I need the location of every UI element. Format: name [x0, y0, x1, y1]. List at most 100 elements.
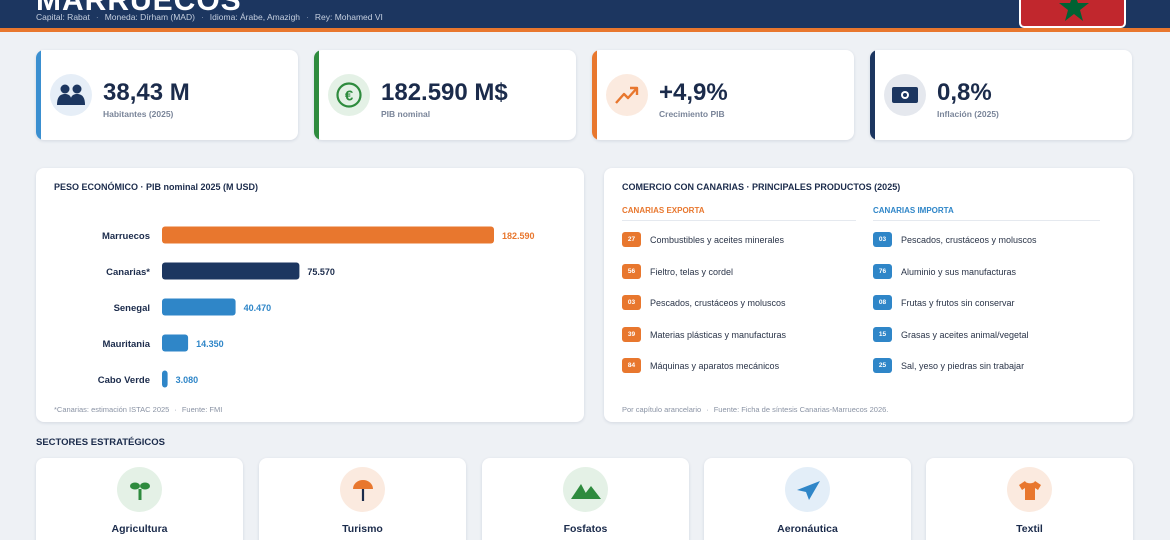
- hs-code-badge: 25: [873, 358, 892, 373]
- sector-card-aeronautics[interactable]: Aeronáutica: [704, 458, 911, 540]
- hs-code-badge: 39: [622, 327, 641, 342]
- hs-code-badge: 03: [873, 232, 892, 247]
- hs-code-badge: 08: [873, 295, 892, 310]
- morocco-flag: [1019, 0, 1126, 28]
- divider: [873, 220, 1100, 221]
- export-item: 56 Fieltro, telas y cordel: [622, 264, 733, 279]
- umbrella-icon: [340, 467, 385, 512]
- gdp-panel-title: PESO ECONÓMICO · PIB nominal 2025 (M USD…: [54, 182, 259, 192]
- export-item: 39 Materias plásticas y manufacturas: [622, 327, 786, 342]
- sprout-icon: [117, 467, 162, 512]
- sector-card-textile[interactable]: Textil: [926, 458, 1133, 540]
- hs-code-badge: 76: [873, 264, 892, 279]
- export-label: Pescados, crustáceos y moluscos: [650, 297, 786, 308]
- kpi-label: Habitantes (2025): [103, 109, 174, 119]
- bar-value-label: 14.350: [196, 339, 224, 349]
- shirt-icon: [1007, 467, 1052, 512]
- imports-header: CANARIAS IMPORTA: [873, 206, 954, 215]
- sector-card-agriculture[interactable]: Agricultura: [36, 458, 243, 540]
- export-item: 03 Pescados, crustáceos y moluscos: [622, 295, 786, 310]
- divider: [622, 220, 856, 221]
- bar-value-label: 182.590: [502, 231, 535, 241]
- kpi-label: PIB nominal: [381, 109, 431, 119]
- import-item: 25 Sal, yeso y piedras sin trabajar: [873, 358, 1024, 373]
- plane-icon: [785, 467, 830, 512]
- kpi-value: 0,8%: [937, 79, 992, 106]
- export-label: Máquinas y aparatos mecánicos: [650, 360, 780, 371]
- gdp-panel: PESO ECONÓMICO · PIB nominal 2025 (M USD…: [36, 168, 584, 422]
- king-text: Rey: Mohamed VI: [314, 12, 383, 22]
- gdp-bar: [162, 334, 189, 352]
- euro-icon: €: [328, 74, 370, 116]
- sector-name: Aeronáutica: [777, 523, 838, 535]
- bar-value-label: 40.470: [244, 303, 272, 313]
- kpi-accent-bar: [870, 50, 875, 140]
- category-label: Canarias*: [106, 267, 150, 278]
- capital-text: Capital: Rabat: [36, 12, 90, 22]
- svg-text:€: €: [345, 88, 354, 105]
- import-item: 03 Pescados, crustáceos y moluscos: [873, 232, 1037, 247]
- kpi-label: Crecimiento PIB: [659, 109, 725, 119]
- flag-star-icon: [1059, 0, 1089, 21]
- import-label: Sal, yeso y piedras sin trabajar: [901, 360, 1025, 371]
- import-item: 15 Grasas y aceites animal/vegetal: [873, 327, 1029, 342]
- import-item: 76 Aluminio y sus manufacturas: [873, 264, 1016, 279]
- bar-value-label: 75.570: [307, 267, 335, 277]
- import-label: Aluminio y sus manufacturas: [901, 266, 1017, 277]
- gdp-bar: [162, 298, 236, 316]
- hs-code-badge: 56: [622, 264, 641, 279]
- export-label: Combustibles y aceites minerales: [650, 234, 785, 245]
- import-label: Pescados, crustáceos y moluscos: [901, 234, 1037, 245]
- kpi-accent-bar: [314, 50, 319, 140]
- category-label: Marruecos: [102, 231, 150, 242]
- hs-code-badge: 84: [622, 358, 641, 373]
- hs-code-badge: 03: [622, 295, 641, 310]
- trade-footnote: Por capítulo arancelario · Fuente: Ficha d…: [622, 405, 889, 414]
- gdp-bar: [162, 262, 300, 280]
- kpi-accent-bar: [36, 50, 41, 140]
- gdp-bar-chart: Marruecos 182.590 Canarias* 75.570 Senegal 40…: [98, 226, 535, 388]
- sector-name: Agricultura: [111, 523, 168, 535]
- country-facts: Capital: Rabat · Moneda: Dírham (MAD) · Idio…: [36, 12, 383, 22]
- kpi-value: +4,9%: [659, 79, 728, 106]
- export-item: 27 Combustibles y aceites minerales: [622, 232, 784, 247]
- bar-value-label: 3.080: [176, 375, 199, 385]
- trade-panel-title: COMERCIO CON CANARIAS · PRINCIPALES PROD…: [622, 182, 901, 192]
- export-label: Fieltro, telas y cordel: [650, 266, 734, 277]
- kpi-value: 182.590 M$: [381, 79, 508, 106]
- import-label: Grasas y aceites animal/vegetal: [901, 329, 1029, 340]
- kpi-label: Inflación (2025): [937, 109, 999, 119]
- sector-card-phosphates[interactable]: Fosfatos: [482, 458, 689, 540]
- sector-card-tourism[interactable]: Turismo: [259, 458, 466, 540]
- mountain-icon: [563, 467, 608, 512]
- export-label: Materias plásticas y manufacturas: [650, 329, 787, 340]
- kpi-inflation: 0,8% Inflación (2025): [870, 50, 1132, 140]
- kpi-value: 38,43 M: [103, 79, 190, 106]
- trend-up-icon: [606, 74, 648, 116]
- kpi-population: 38,43 M Habitantes (2025): [36, 50, 298, 140]
- category-label: Cabo Verde: [98, 375, 150, 386]
- people-icon: [50, 74, 92, 116]
- gdp-bar: [162, 370, 168, 388]
- gdp-bar: [162, 226, 494, 244]
- page-title: MARRUECOS: [36, 0, 242, 17]
- sector-name: Turismo: [342, 523, 383, 535]
- import-label: Frutas y frutos sin conservar: [901, 297, 1015, 308]
- category-label: Mauritania: [102, 339, 150, 350]
- sector-name: Textil: [1016, 523, 1043, 535]
- header: MARRUECOS Capital: Rabat · Moneda: Dírham …: [0, 0, 1170, 32]
- kpi-growth: +4,9% Crecimiento PIB: [592, 50, 854, 140]
- hs-code-badge: 15: [873, 327, 892, 342]
- trade-panel: COMERCIO CON CANARIAS · PRINCIPALES PROD…: [604, 168, 1133, 422]
- kpi-gdp: € 182.590 M$ PIB nominal: [314, 50, 576, 140]
- currency-text: Moneda: Dírham (MAD): [104, 12, 195, 22]
- sectors-title: SECTORES ESTRATÉGICOS: [36, 437, 165, 448]
- gdp-footnote: *Canarias: estimación ISTAC 2025 · Fuente:…: [54, 405, 223, 414]
- category-label: Senegal: [114, 303, 150, 314]
- import-item: 08 Frutas y frutos sin conservar: [873, 295, 1015, 310]
- export-item: 84 Máquinas y aparatos mecánicos: [622, 358, 779, 373]
- hs-code-badge: 27: [622, 232, 641, 247]
- money-icon: [884, 74, 926, 116]
- sector-name: Fosfatos: [563, 523, 608, 535]
- exports-header: CANARIAS EXPORTA: [622, 206, 705, 215]
